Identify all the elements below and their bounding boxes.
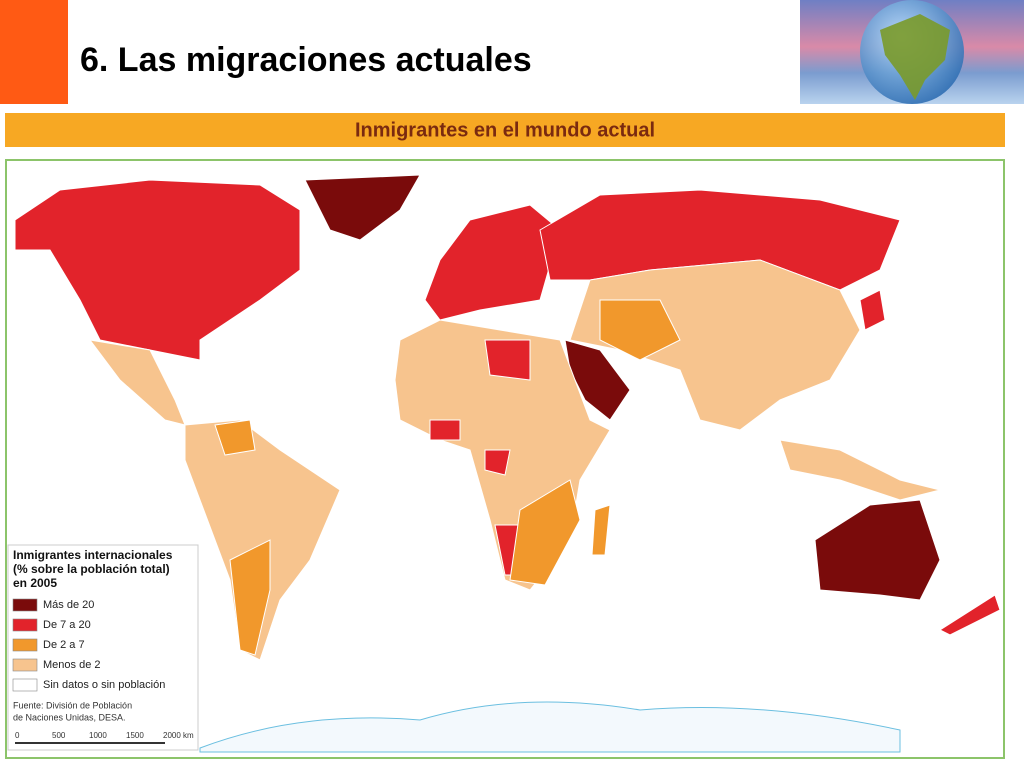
legend-label: De 7 a 20	[43, 619, 91, 631]
scale-label: 0	[15, 731, 20, 740]
legend-swatch	[12, 598, 38, 612]
slide-title: 6. Las migraciones actuales	[80, 41, 532, 79]
legend-label: De 2 a 7	[43, 639, 85, 651]
accent-block	[0, 0, 68, 104]
legend-label: Más de 20	[43, 599, 94, 611]
legend-title: Inmigrantes internacionales	[13, 548, 173, 562]
legend-title: (% sobre la población total)	[13, 562, 170, 576]
legend-box	[7, 544, 199, 751]
legend-label: Menos de 2	[43, 659, 100, 671]
legend-title: en 2005	[13, 576, 57, 590]
legend-swatch	[12, 658, 38, 672]
legend-swatch	[12, 678, 38, 692]
scale-label: 500	[52, 731, 66, 740]
map	[14, 174, 1001, 753]
legend: Inmigrantes internacionales(% sobre la p…	[7, 544, 199, 751]
map-banner	[5, 113, 1005, 147]
map-title: Inmigrantes en el mundo actual	[355, 119, 655, 141]
globe-image	[800, 0, 1024, 104]
scale-label: 1500	[126, 731, 144, 740]
source-note: de Naciones Unidas, DESA.	[13, 712, 126, 722]
legend-swatch	[12, 618, 38, 632]
scale-label: 2000 km	[163, 731, 194, 740]
source-note: Fuente: División de Población	[13, 700, 132, 710]
scale-label: 1000	[89, 731, 107, 740]
legend-swatch	[12, 638, 38, 652]
legend-label: Sin datos o sin población	[43, 679, 165, 691]
